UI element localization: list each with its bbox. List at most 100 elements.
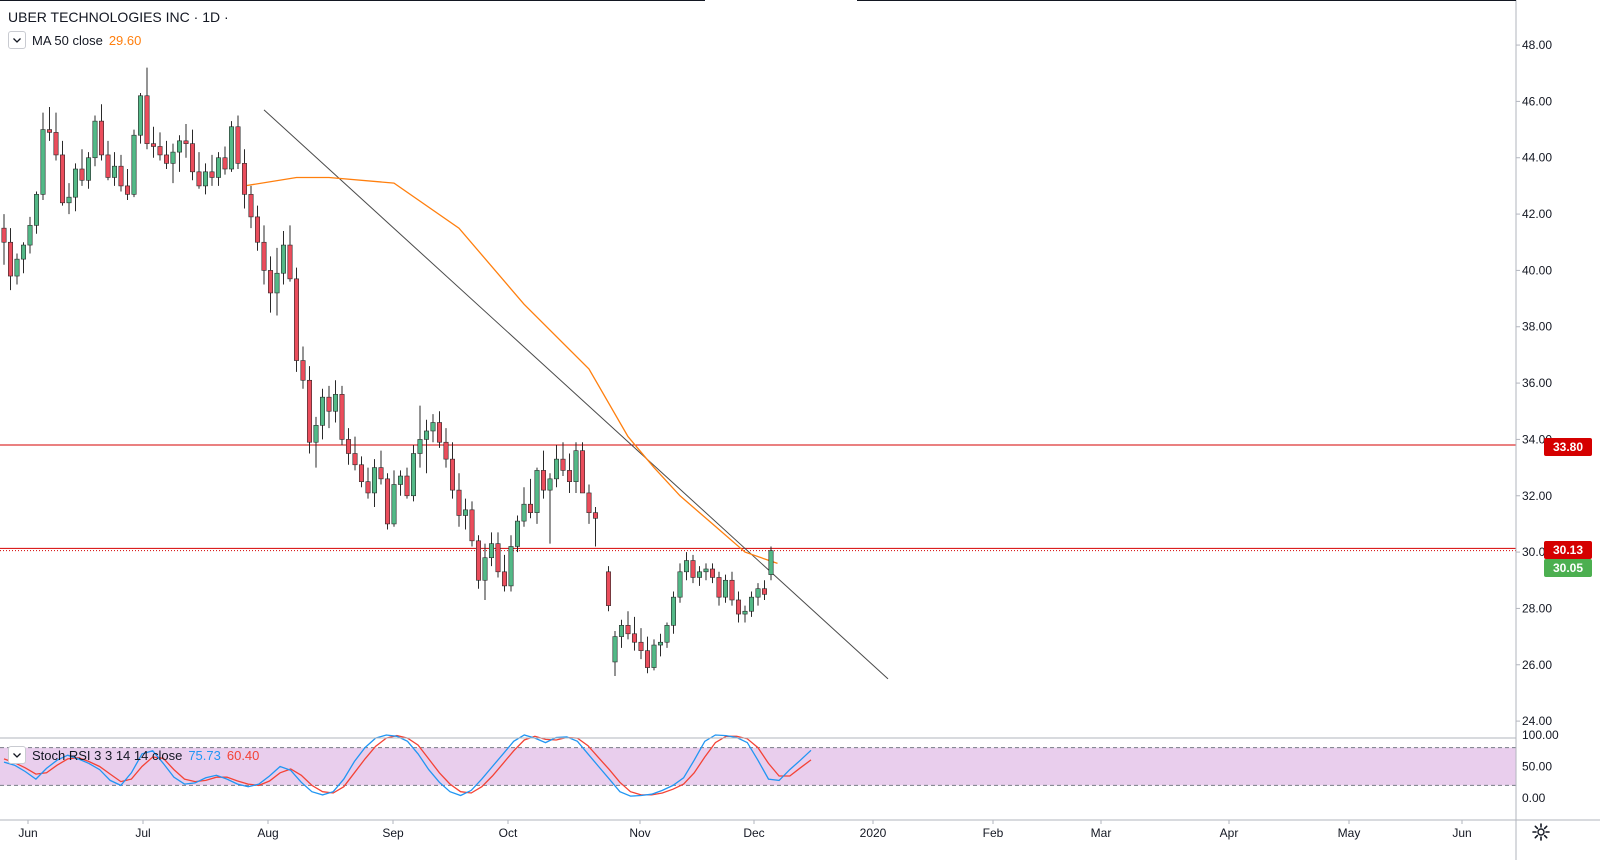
candle-body [118, 165, 124, 187]
candle-body [105, 154, 111, 178]
stoch-axis-label: 50.00 [1522, 760, 1552, 774]
candle-body [248, 194, 254, 218]
support-price-tag: 30.13 [1544, 541, 1592, 559]
candle-body [27, 225, 33, 246]
candle-body [462, 509, 468, 516]
candle-body [79, 168, 85, 181]
candle [99, 104, 105, 161]
candle-body [644, 650, 650, 668]
x-tick-label: May [1338, 826, 1361, 840]
candle [170, 143, 176, 184]
candle [8, 228, 14, 291]
ma-collapse-button[interactable] [8, 31, 26, 49]
candle-body [235, 126, 241, 164]
ma-label[interactable]: MA 50 close [32, 32, 103, 48]
stoch-axis-label: 100.00 [1522, 728, 1559, 742]
candle-body [183, 140, 189, 144]
candle-body [696, 571, 702, 578]
candle [475, 535, 481, 589]
chevron-down-icon [13, 753, 21, 758]
candle-body [586, 492, 592, 513]
candle [469, 501, 475, 547]
y-tick-label: 44.00 [1522, 151, 1552, 165]
candle-body [332, 394, 338, 412]
candle [729, 571, 735, 606]
candle-body [1, 227, 7, 243]
candle [280, 230, 286, 285]
candle [722, 574, 728, 603]
candle [118, 154, 124, 192]
candle-body [8, 241, 14, 277]
candle [20, 242, 26, 274]
candle-body [177, 140, 183, 153]
y-tick-label: 38.00 [1522, 320, 1552, 334]
candle-body [579, 450, 585, 494]
candle-body [664, 625, 670, 643]
candle [495, 532, 501, 578]
symbol-title[interactable]: UBER TECHNOLOGIES INC · 1D · [8, 9, 229, 25]
candle [612, 630, 618, 677]
candle-body [417, 439, 423, 454]
candle-body [112, 165, 118, 178]
candle [79, 149, 85, 186]
candle-body [345, 439, 351, 454]
candle [742, 605, 748, 623]
trend-line-layer [263, 109, 889, 680]
candle [573, 442, 579, 493]
candle-body [456, 489, 462, 516]
candle-body [73, 168, 79, 198]
candle [397, 470, 403, 496]
candle-body [365, 481, 371, 494]
candle [501, 554, 507, 592]
candle [53, 112, 59, 161]
candle-body [605, 571, 611, 606]
candle [651, 639, 657, 671]
candle-body [521, 503, 527, 522]
stoch-rsi-label[interactable]: Stoch RSI 3 3 14 14 close [32, 747, 183, 763]
candle [112, 152, 118, 186]
candle-body [748, 596, 754, 612]
candle [209, 154, 215, 186]
candle-body [66, 196, 72, 204]
candle [332, 380, 338, 423]
candle-body [59, 154, 65, 204]
candle [378, 450, 384, 485]
x-tick-label: Oct [499, 826, 518, 840]
candle [560, 442, 566, 477]
resistance-price-tag: 33.80 [1544, 438, 1592, 456]
candle-body [86, 157, 92, 181]
candle [105, 140, 111, 181]
candle [755, 583, 761, 606]
ma50-line [244, 176, 778, 565]
candle-body [527, 503, 533, 513]
x-tick-label: Feb [983, 826, 1004, 840]
candle-body [553, 458, 559, 480]
candle [300, 346, 306, 389]
stoch-collapse-button[interactable] [8, 746, 26, 764]
candle [534, 467, 540, 524]
candle [86, 152, 92, 189]
candle-body [495, 543, 501, 573]
candle [27, 216, 33, 254]
candle [358, 456, 364, 488]
candle-body [229, 126, 235, 170]
candle [670, 591, 676, 634]
candle-body [287, 244, 293, 280]
chevron-down-icon [13, 38, 21, 43]
candle [261, 225, 267, 285]
candle-body [566, 470, 572, 482]
candle [423, 419, 429, 474]
candle [566, 453, 572, 493]
candle-body [280, 244, 286, 274]
x-tick-label: Nov [629, 826, 650, 840]
candle-body [196, 171, 202, 187]
gear-icon[interactable] [1531, 822, 1551, 842]
x-tick-label: 2020 [860, 826, 887, 840]
candle [216, 152, 222, 186]
candle-body [618, 625, 624, 637]
y-tick-label: 26.00 [1522, 658, 1552, 672]
candle [696, 566, 702, 586]
candle-body [157, 146, 163, 156]
ma-value: 29.60 [108, 32, 142, 48]
